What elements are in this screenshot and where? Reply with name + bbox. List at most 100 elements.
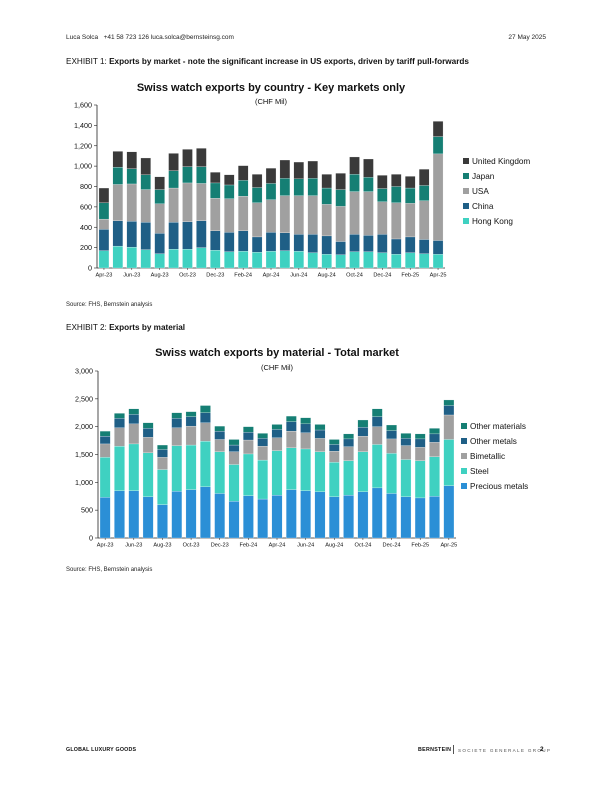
bar-segment (228, 439, 240, 446)
bar-segment (224, 174, 235, 186)
bar-segment (443, 439, 455, 486)
legend-swatch (461, 468, 467, 474)
bar-segment (99, 497, 111, 539)
x-tick-label: Dec-23 (211, 543, 229, 549)
bar-segment (99, 436, 111, 445)
bar-segment (157, 469, 168, 505)
bar-segment (265, 168, 277, 184)
y-tick-label: 1,000 (74, 162, 92, 171)
bar-segment (314, 491, 326, 539)
bar-segment (293, 161, 304, 179)
bar-segment (214, 430, 226, 440)
bar-segment (414, 438, 426, 448)
bar-segment (286, 415, 297, 422)
x-tick-label: Oct-23 (183, 543, 200, 549)
x-tick-label: Aug-24 (318, 273, 336, 279)
bar-segment (228, 451, 240, 465)
y-tick-label: 0 (89, 534, 93, 543)
bar-segment (386, 493, 397, 539)
header-date: 27 May 2025 (508, 34, 546, 41)
exhibit-2-label: EXHIBIT 2: (66, 323, 107, 332)
bar-segment (371, 426, 383, 445)
bar-segment (185, 425, 197, 446)
x-tick-label: Jun-23 (123, 273, 140, 279)
bar-segment (128, 423, 140, 445)
footer-brand-logo: BERNSTEIN (418, 747, 452, 753)
bar-segment (328, 439, 340, 445)
bar-segment (300, 448, 311, 491)
bar-segment (400, 459, 412, 497)
bar-segment (214, 439, 226, 452)
bar-segment (335, 173, 346, 190)
x-tick-label: Aug-23 (153, 543, 171, 549)
bar-segment (171, 412, 183, 419)
bar-segment (140, 157, 151, 175)
bar-segment (257, 498, 268, 539)
x-tick-label: Aug-24 (325, 543, 343, 549)
bar-segment (257, 459, 268, 500)
legend-label: Hong Kong (472, 217, 513, 226)
bar-segment (386, 424, 397, 431)
bar-segment (182, 149, 193, 167)
x-tick-label: Oct-24 (346, 273, 363, 279)
bar-segment (343, 495, 354, 539)
legend-swatch (463, 158, 469, 164)
y-tick-label: 1,000 (75, 478, 93, 487)
bar-segment (357, 491, 369, 539)
legend-swatch (461, 453, 467, 459)
bar-segment (114, 413, 125, 419)
bar-segment (126, 151, 137, 169)
bar-segment (196, 148, 207, 167)
bar-segment (243, 432, 254, 441)
legend-label: Other metals (470, 437, 517, 446)
x-tick-label: Aug-23 (151, 273, 169, 279)
legend-label: China (472, 202, 494, 211)
bar-segment (238, 165, 249, 181)
header-author: Luca Solca (66, 34, 99, 41)
bar-segment (432, 121, 444, 137)
bar-segment (357, 436, 369, 452)
bar-segment (357, 419, 369, 428)
bar-segment (171, 427, 183, 446)
bar-segment (200, 412, 211, 423)
bar-segment (371, 416, 383, 427)
bar-segment (214, 425, 226, 432)
bar-segment (286, 447, 297, 490)
bar-segment (185, 444, 197, 490)
y-tick-label: 3,000 (75, 367, 93, 376)
exhibit-1-source: Source: FHS, Bernstein analysis (66, 302, 153, 308)
bar-segment (328, 451, 340, 463)
bar-segment (314, 429, 326, 439)
y-tick-label: 200 (80, 243, 92, 252)
bar-segment (114, 418, 125, 428)
bar-segment (128, 408, 140, 415)
y-tick-label: 1,500 (75, 450, 93, 459)
bar-segment (157, 444, 168, 450)
bar-segment (114, 446, 125, 491)
bar-segment (386, 430, 397, 440)
bar-segment (314, 438, 326, 452)
exhibit-2-title: EXHIBIT 2: Exports by material (66, 323, 185, 332)
y-tick-label: 600 (80, 202, 92, 211)
bar-segment (300, 432, 311, 450)
bar-segment (271, 495, 283, 539)
bar-segment (314, 424, 326, 431)
bar-segment (142, 437, 154, 453)
x-tick-label: Dec-23 (206, 273, 224, 279)
legend-label: Precious metals (470, 482, 528, 491)
legend-swatch (461, 438, 467, 444)
bar-segment (271, 424, 283, 430)
bar-segment (157, 504, 168, 539)
bar-segment (429, 456, 440, 497)
chart-subtitle: (CHF Mil) (261, 363, 294, 372)
bar-segment (429, 496, 440, 539)
x-tick-label: Apr-23 (97, 543, 114, 549)
bar-segment (429, 428, 440, 435)
legend-swatch (461, 483, 467, 489)
bar-segment (228, 501, 240, 539)
bar-segment (328, 444, 340, 452)
legend-label: Bimetallic (470, 452, 505, 461)
bar-segment (257, 446, 268, 461)
bar-segment (99, 443, 111, 458)
